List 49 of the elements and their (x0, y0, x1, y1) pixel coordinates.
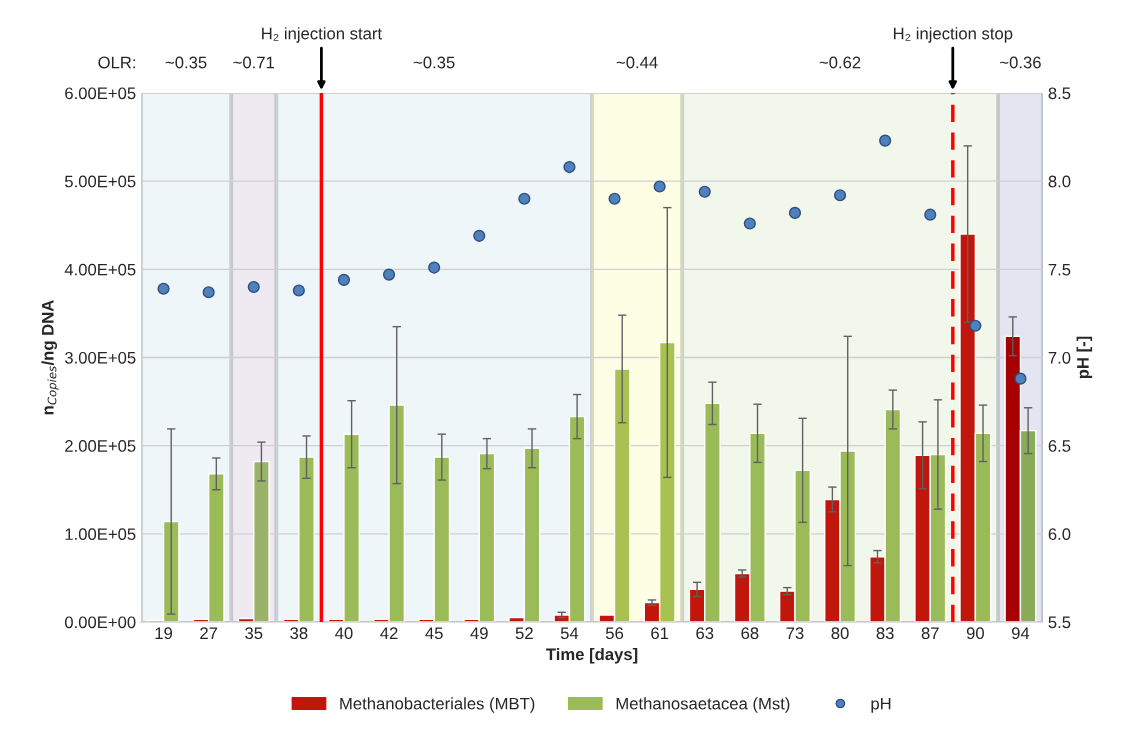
y2-tick-label: 6.5 (1048, 440, 1071, 452)
x-tick-label: 19 (155, 627, 173, 640)
ref-line-label: H₂ injection start (262, 27, 382, 43)
band-label: ~0.62 (819, 56, 861, 69)
x-tick-label: 49 (470, 627, 488, 640)
y2-tick-label: 8.0 (1048, 175, 1071, 188)
x-tick-label: 56 (605, 627, 624, 640)
x-tick-label: 52 (515, 627, 533, 640)
x-tick-label: 83 (876, 627, 894, 640)
x-tick-label: 94 (1011, 627, 1030, 640)
legend-label: pH (871, 697, 891, 713)
x-tick-label: 61 (651, 627, 669, 640)
y-tick-label: 3.00E+05 (64, 351, 136, 364)
y-tick-label: 0.00E+00 (64, 616, 136, 629)
x-tick-label: 87 (921, 627, 939, 640)
y2-tick-label: 7.0 (1048, 351, 1071, 364)
legend-label: Methanobacteriales (MBT) (340, 697, 535, 713)
band-label: ~0.35 (165, 56, 207, 69)
x-tick-label: 40 (335, 627, 353, 640)
band-label: ~0.35 (413, 56, 455, 69)
y-tick-label: 6.00E+05 (65, 87, 136, 100)
x-tick-label: 90 (966, 627, 984, 640)
y2-tick-label: 5.5 (1048, 616, 1071, 629)
x-tick-label: 73 (786, 627, 804, 640)
legend-label: Methanosaetacea (Mst) (616, 697, 790, 713)
y-tick-label: 5.00E+05 (64, 175, 136, 188)
y-tick-label: 1.00E+05 (65, 528, 136, 541)
ref-line-label: H₂ injection stop (893, 27, 1013, 43)
x-tick-label: 35 (245, 627, 263, 640)
x-tick-label: 38 (290, 627, 308, 640)
band-label: ~0.44 (616, 56, 658, 69)
y-axis-title: n$_{Copies}$/ng DNA (41, 300, 59, 415)
y2-tick-label: 7.5 (1048, 263, 1071, 276)
text: OLR: (98, 56, 135, 69)
y-tick-label: 4.00E+05 (64, 263, 136, 276)
y2-axis-title: pH [-] (1076, 336, 1093, 379)
x-tick-label: 45 (425, 627, 443, 640)
x-tick-label: 80 (831, 627, 849, 640)
x-tick-label: 68 (741, 627, 759, 640)
x-tick-label: 27 (200, 627, 218, 639)
y2-tick-label: 8.5 (1048, 87, 1071, 100)
band-label: ~0.71 (233, 56, 275, 69)
y-tick-label: 2.00E+05 (65, 440, 136, 452)
y2-tick-label: 6.0 (1048, 528, 1071, 541)
band-label: ~0.36 (1000, 56, 1041, 69)
x-tick-label: 54 (560, 627, 579, 640)
x-axis-title: Time [days] (546, 647, 638, 664)
x-tick-label: 42 (380, 627, 398, 639)
x-tick-label: 63 (696, 627, 714, 640)
